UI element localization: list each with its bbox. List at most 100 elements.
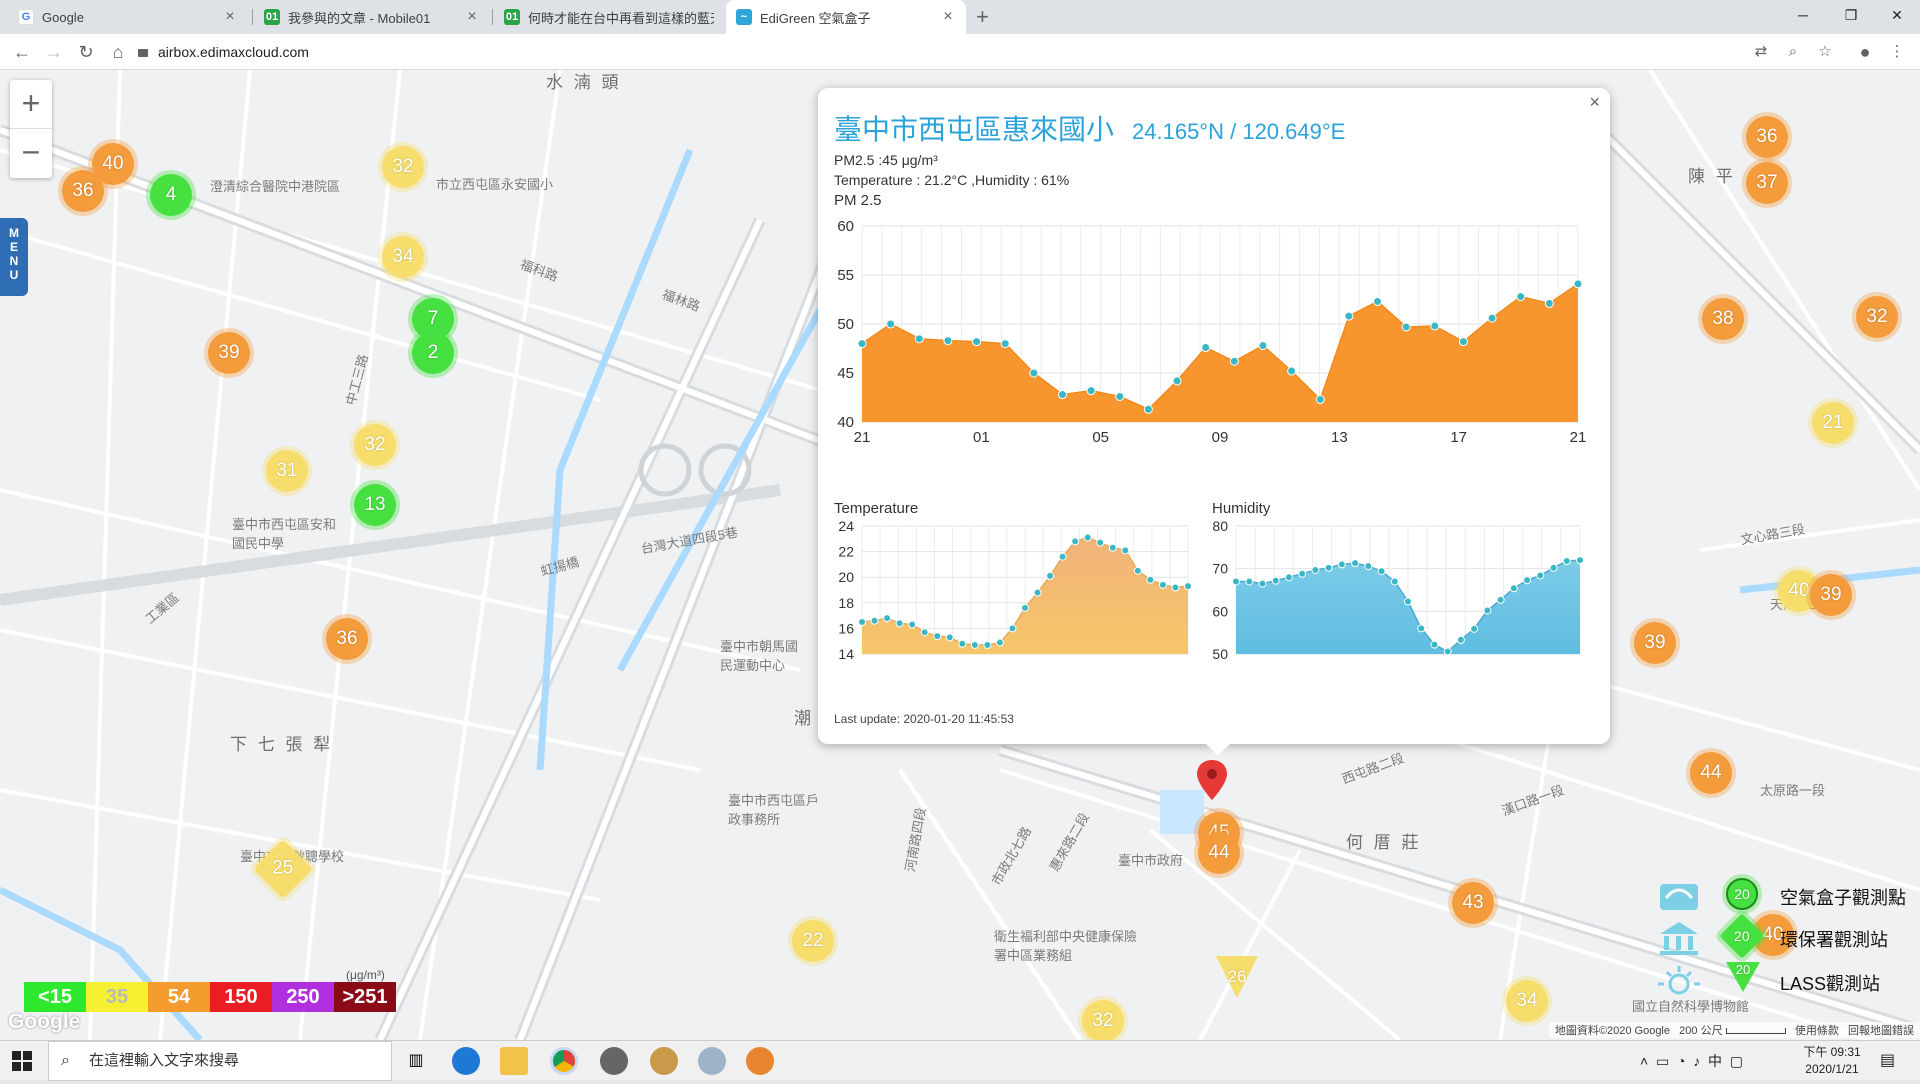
- air-marker[interactable]: 4: [150, 174, 192, 216]
- air-marker[interactable]: 38: [1702, 298, 1744, 340]
- forward-icon[interactable]: →: [45, 42, 63, 62]
- bookmark-star-icon[interactable]: ☆: [1818, 43, 1832, 60]
- air-marker[interactable]: 39: [208, 332, 250, 374]
- back-icon[interactable]: ←: [13, 42, 31, 62]
- terms-link[interactable]: 使用條款: [1794, 1025, 1839, 1037]
- x-tick-label: 05: [1092, 429, 1109, 446]
- air-marker[interactable]: 31: [266, 450, 308, 492]
- map-poi-label: 市立西屯區永安國小: [436, 177, 554, 192]
- series-line: [861, 283, 1579, 411]
- air-marker[interactable]: 32: [354, 424, 396, 466]
- chrome-icon[interactable]: [550, 1047, 578, 1075]
- map-place-label: 下 七 張 犁: [230, 735, 334, 754]
- y-tick-label: 14: [838, 646, 854, 662]
- edge-icon[interactable]: [452, 1047, 480, 1075]
- data-point: [1071, 537, 1080, 546]
- pm-reading: PM2.5 :45 μg/m³: [834, 152, 938, 168]
- new-tab-button[interactable]: +: [976, 4, 989, 29]
- data-point: [1377, 567, 1386, 576]
- reload-icon[interactable]: ↻: [78, 42, 94, 62]
- air-marker[interactable]: 37: [1746, 162, 1788, 204]
- report-error-link[interactable]: 回報地圖錯誤: [1848, 1025, 1914, 1037]
- zoom-in-button[interactable]: +: [10, 80, 52, 129]
- zoom-out-button[interactable]: −: [21, 134, 41, 170]
- env-reading: Temperature : 21.2°C ,Humidity : 61%: [834, 172, 1070, 188]
- air-marker[interactable]: 32: [1082, 1000, 1124, 1040]
- tab-mobile01-1[interactable]: 01 我參與的文章 - Mobile01 ×: [254, 0, 490, 34]
- system-tray-icons[interactable]: ˄ ▭ ◔ ♪ 中 ▢: [1640, 1053, 1743, 1069]
- legend-badge: 20: [1734, 927, 1750, 944]
- air-marker[interactable]: 43: [1452, 882, 1494, 924]
- data-point: [1287, 366, 1297, 376]
- air-marker[interactable]: 44: [1198, 832, 1240, 874]
- data-point: [1096, 538, 1105, 547]
- temperature-chart-title: Temperature: [834, 500, 919, 517]
- data-point: [1523, 576, 1532, 585]
- y-tick-label: 24: [838, 520, 854, 534]
- air-marker[interactable]: 36: [1746, 116, 1788, 158]
- location-pin-icon[interactable]: [1197, 760, 1227, 800]
- data-point: [1401, 322, 1411, 332]
- menu-tab[interactable]: MENU: [0, 218, 28, 296]
- data-point: [1029, 368, 1039, 378]
- file-explorer-icon[interactable]: [500, 1047, 528, 1075]
- more-menu-icon[interactable]: ⋮: [1889, 43, 1905, 60]
- legend-label: 空氣盒子觀測點: [1780, 888, 1906, 908]
- app-icon[interactable]: [600, 1047, 628, 1075]
- data-point: [1562, 556, 1571, 565]
- air-marker[interactable]: 39: [1634, 622, 1676, 664]
- windows-start-icon[interactable]: [12, 1051, 32, 1071]
- profile-icon[interactable]: ●: [1859, 42, 1871, 62]
- data-point: [1458, 337, 1468, 347]
- y-tick-label: 80: [1212, 520, 1228, 534]
- air-marker[interactable]: 21: [1812, 402, 1854, 444]
- air-marker[interactable]: 22: [792, 920, 834, 962]
- air-marker[interactable]: 36: [62, 170, 104, 212]
- tab-edigreen[interactable]: ~ EdiGreen 空氣盒子 ×: [726, 0, 966, 34]
- close-tab-icon[interactable]: ×: [467, 8, 477, 25]
- y-tick-label: 70: [1212, 561, 1228, 577]
- close-window-icon[interactable]: ✕: [1891, 7, 1903, 23]
- y-tick-label: 20: [838, 569, 854, 585]
- tab-mobile01-2[interactable]: 01 何時才能在台中再看到這樣的藍天: [494, 0, 724, 34]
- close-popup-button[interactable]: ×: [1589, 92, 1600, 112]
- clock[interactable]: 下午 09:31 2020/1/21: [1800, 1044, 1864, 1084]
- home-icon[interactable]: ⌂: [112, 42, 124, 62]
- data-point: [972, 337, 982, 347]
- y-tick-label: 60: [837, 218, 854, 235]
- series-area: [1236, 560, 1580, 654]
- app-icon[interactable]: [650, 1047, 678, 1075]
- task-view-icon[interactable]: ▥: [408, 1052, 424, 1069]
- zoom-icon[interactable]: ⌕: [1788, 43, 1798, 60]
- air-marker[interactable]: 13: [354, 484, 396, 526]
- address-bar[interactable]: airbox.edimaxcloud.com: [138, 38, 1758, 66]
- air-marker[interactable]: 2: [412, 332, 454, 374]
- air-marker[interactable]: 34: [382, 236, 424, 278]
- data-point: [1146, 575, 1155, 584]
- app-icon[interactable]: [698, 1047, 726, 1075]
- legend-lass: 20 LASS觀測站: [1656, 962, 1920, 1002]
- air-marker[interactable]: 36: [326, 618, 368, 660]
- air-marker[interactable]: 40: [1752, 914, 1794, 956]
- air-marker[interactable]: 32: [382, 146, 424, 188]
- tab-google[interactable]: G Google ×: [8, 0, 248, 34]
- close-tab-icon[interactable]: ×: [225, 8, 235, 25]
- tab-bar: G Google × 01 我參與的文章 - Mobile01 × 01 何時才…: [0, 0, 1920, 34]
- blender-icon[interactable]: [746, 1047, 774, 1075]
- notification-icon[interactable]: ▤: [1880, 1052, 1896, 1069]
- minimize-icon[interactable]: ─: [1798, 7, 1808, 23]
- taskbar-search-box[interactable]: ⌕ 在這裡輸入文字來搜尋: [48, 1041, 392, 1081]
- map-scale-bar: [1725, 1028, 1786, 1034]
- legend-label: LASS觀測站: [1780, 974, 1881, 994]
- data-point: [886, 319, 896, 329]
- air-marker[interactable]: 34: [1506, 980, 1548, 1022]
- ime-indicator[interactable]: 中: [1707, 1053, 1722, 1069]
- air-marker[interactable]: 44: [1690, 752, 1732, 794]
- air-marker[interactable]: 39: [1810, 574, 1852, 616]
- close-tab-icon[interactable]: ×: [943, 8, 953, 25]
- data-point: [1229, 356, 1239, 366]
- map-place-label: 水 湳 頭: [546, 73, 622, 92]
- air-marker[interactable]: 32: [1856, 296, 1898, 338]
- translate-icon[interactable]: ⇄: [1754, 43, 1768, 60]
- restore-icon[interactable]: ❐: [1844, 7, 1858, 23]
